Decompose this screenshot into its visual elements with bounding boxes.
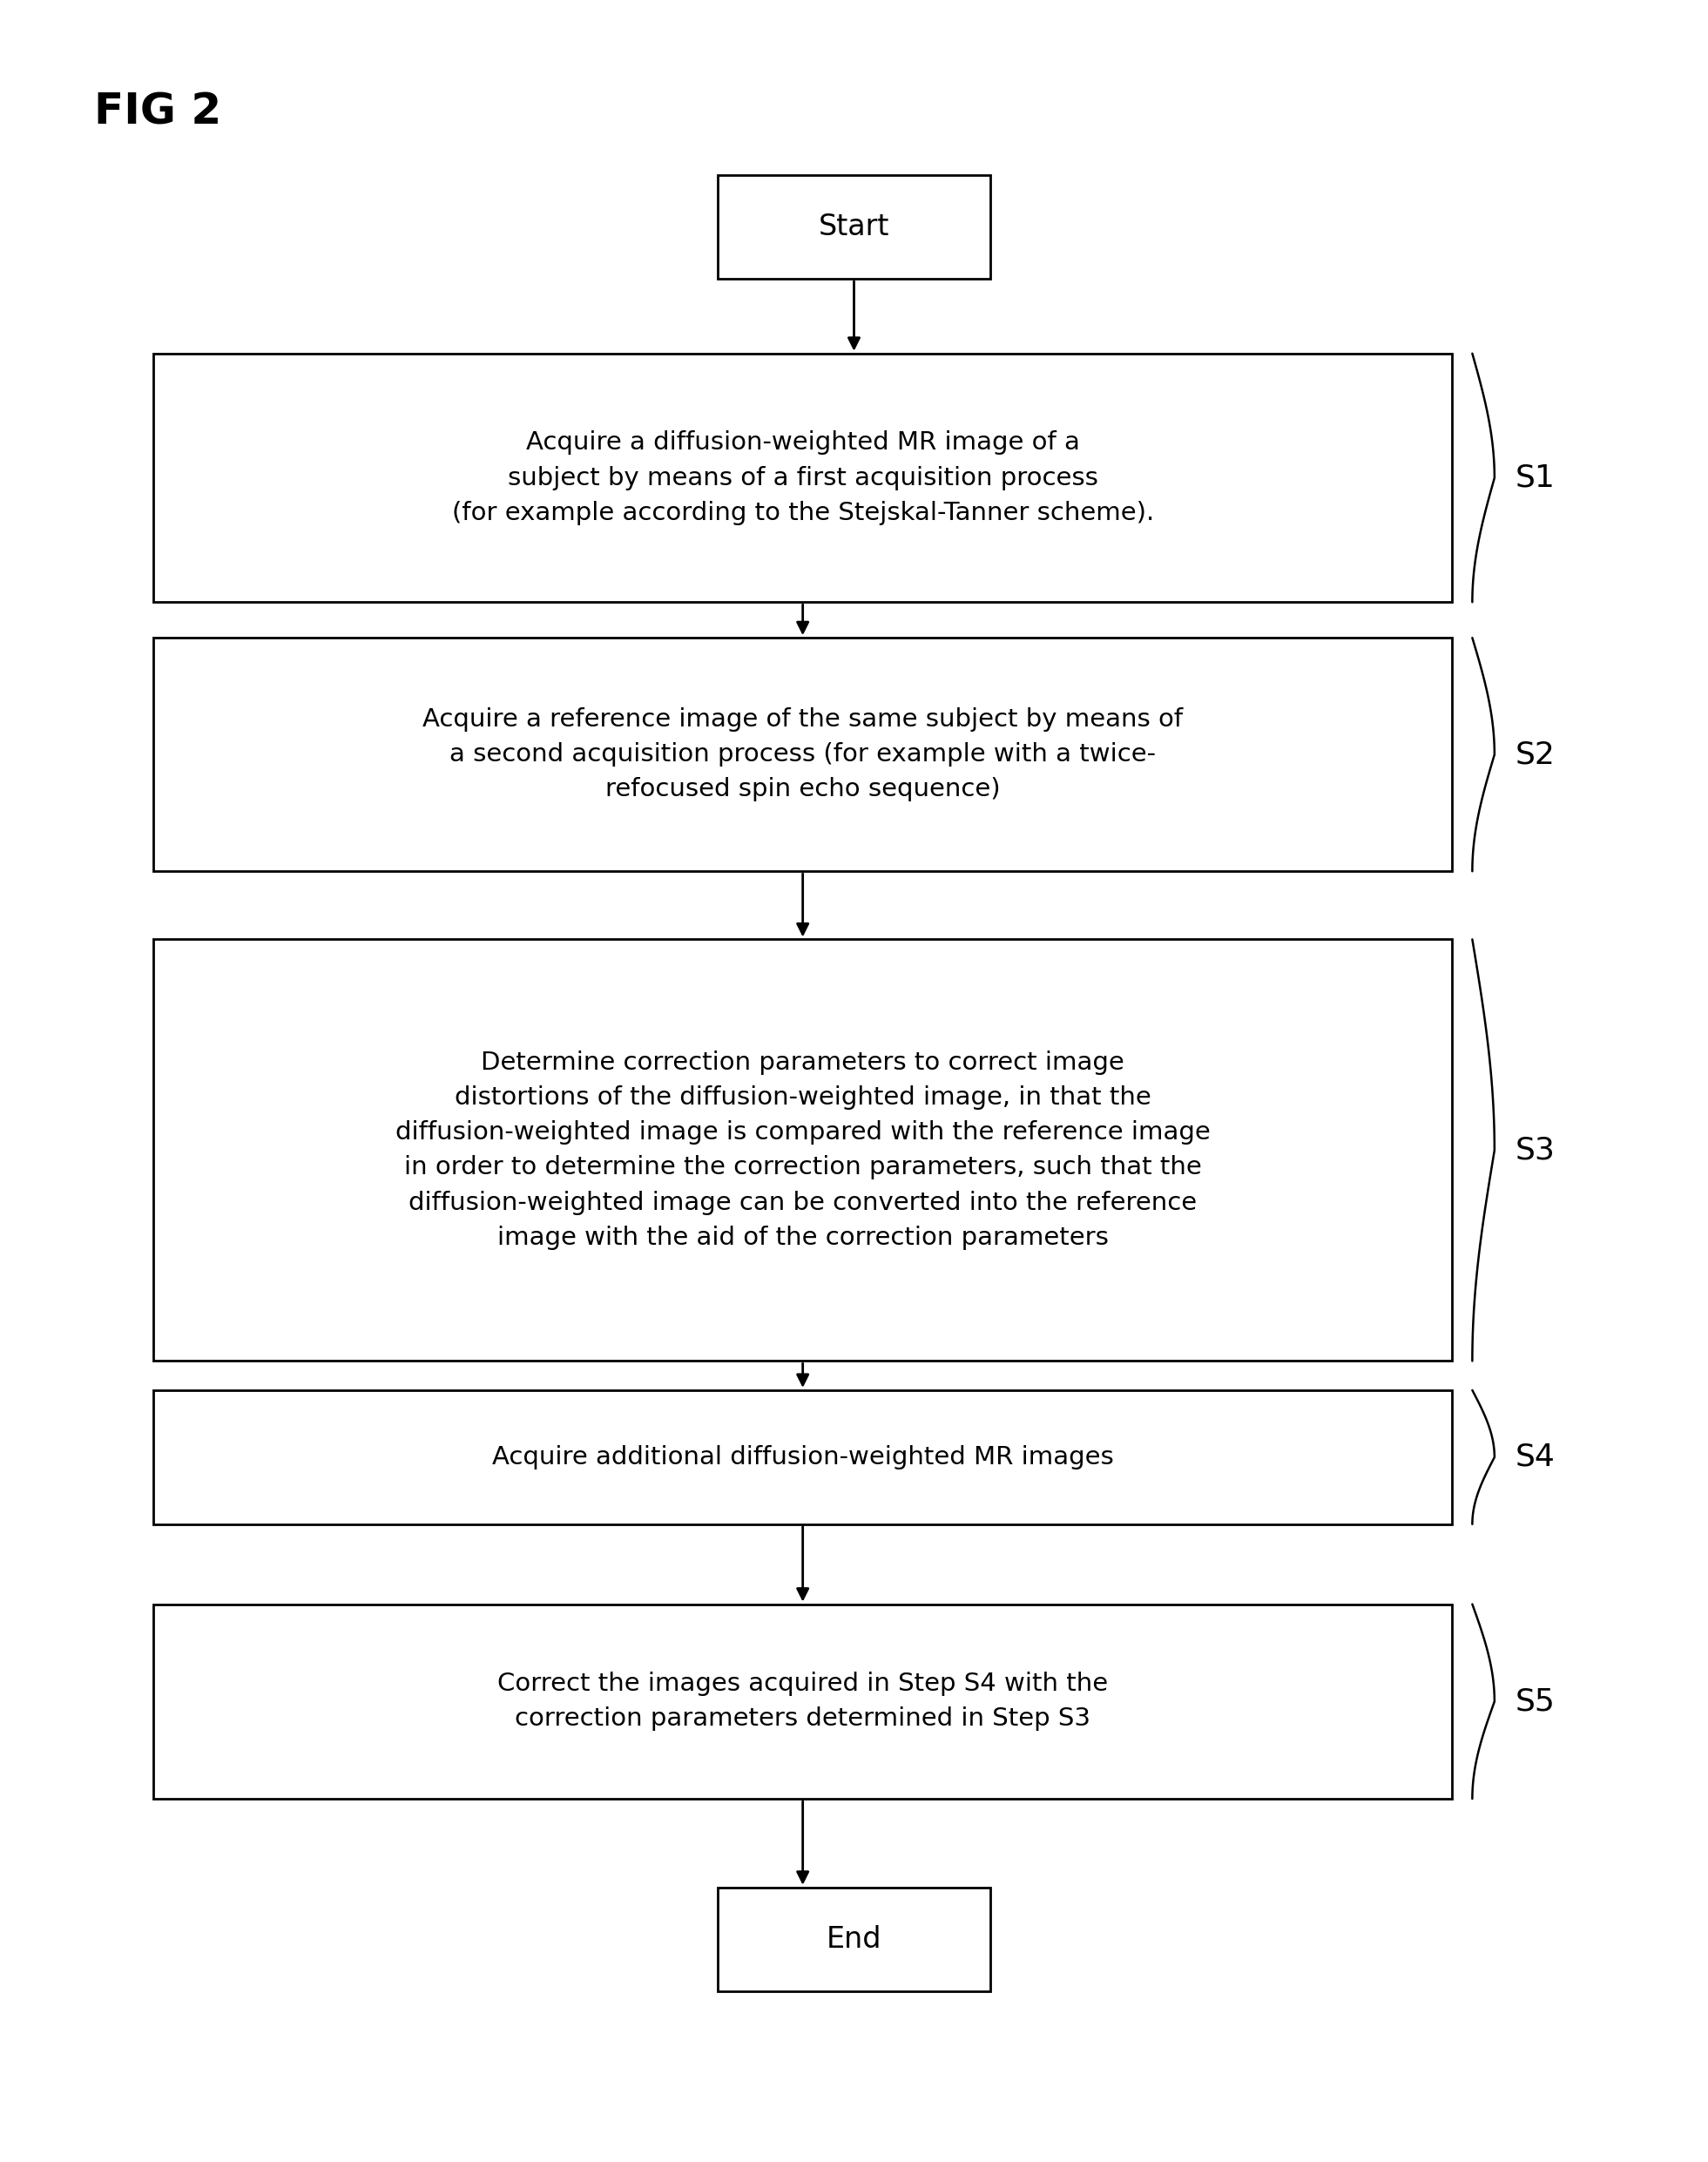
Text: S1: S1 bbox=[1515, 463, 1554, 493]
Bar bbox=[154, 352, 1452, 601]
Bar bbox=[154, 1390, 1452, 1524]
Text: Determine correction parameters to correct image
distortions of the diffusion-we: Determine correction parameters to corre… bbox=[395, 1051, 1211, 1250]
Bar bbox=[154, 1604, 1452, 1799]
Text: Acquire additional diffusion-weighted MR images: Acquire additional diffusion-weighted MR… bbox=[492, 1444, 1114, 1470]
Text: Start: Start bbox=[818, 212, 890, 242]
Bar bbox=[154, 638, 1452, 871]
Text: Acquire a reference image of the same subject by means of
a second acquisition p: Acquire a reference image of the same su… bbox=[422, 707, 1184, 802]
Bar bbox=[154, 938, 1452, 1362]
Text: Acquire a diffusion-weighted MR image of a
subject by means of a first acquisiti: Acquire a diffusion-weighted MR image of… bbox=[451, 430, 1155, 525]
Text: Correct the images acquired in Step S4 with the
correction parameters determined: Correct the images acquired in Step S4 w… bbox=[497, 1671, 1108, 1732]
Text: FIG 2: FIG 2 bbox=[94, 91, 222, 132]
Text: S3: S3 bbox=[1515, 1135, 1554, 1165]
Text: S5: S5 bbox=[1515, 1686, 1554, 1717]
Text: End: End bbox=[827, 1924, 881, 1954]
Text: S4: S4 bbox=[1515, 1442, 1554, 1472]
Text: S2: S2 bbox=[1515, 739, 1554, 770]
Bar bbox=[717, 175, 991, 279]
Bar bbox=[717, 1887, 991, 1991]
